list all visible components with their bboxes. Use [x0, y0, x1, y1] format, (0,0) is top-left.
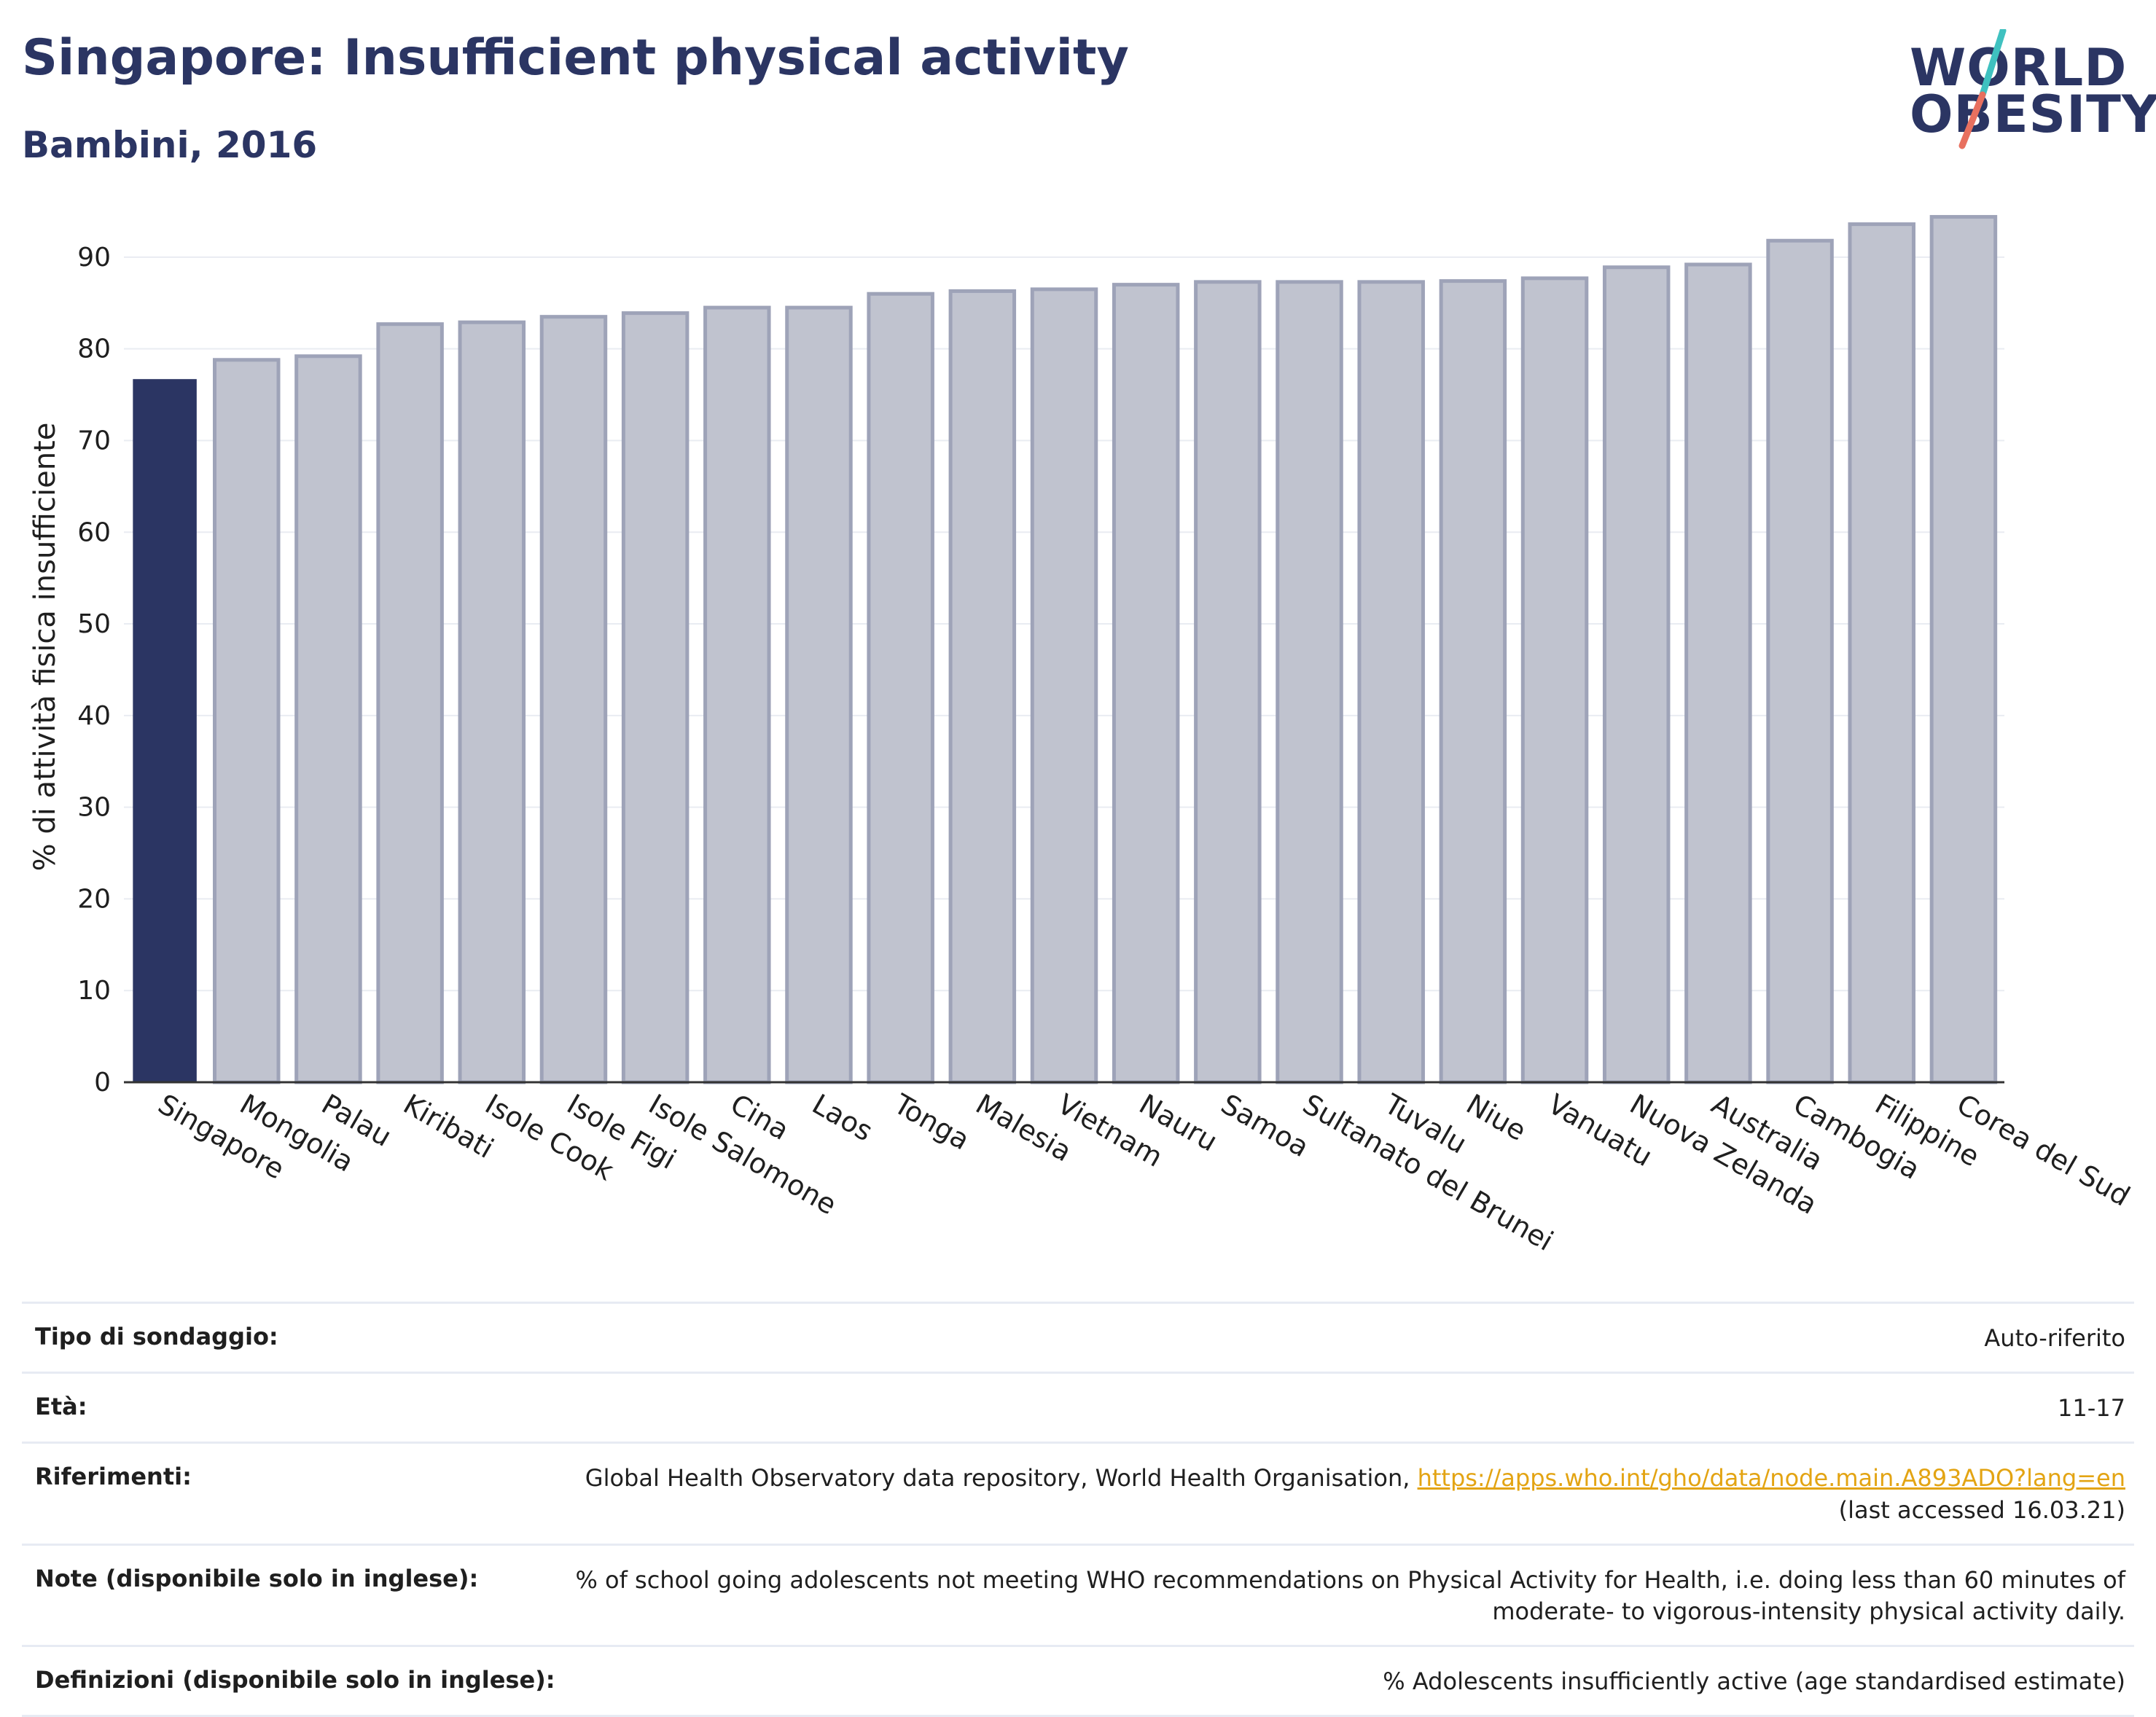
bar [1439, 279, 1507, 1084]
y-tick-label: 80 [77, 335, 111, 364]
bar-chart-svg: 0 10 20 30 40 50 60 70 80 90 % di attività fisica … [28, 215, 2136, 1257]
y-tick-label: 70 [77, 426, 111, 455]
age-row: Età: 11-17 [22, 1372, 2134, 1442]
bar [458, 320, 526, 1084]
x-tick-label: Niue [1461, 1088, 1531, 1147]
x-tick-label: Tonga [888, 1087, 975, 1156]
notes-label: Note (disponibile solo in inglese): [35, 1564, 479, 1592]
bar [1357, 280, 1425, 1084]
survey-type-value: Auto-riferito [1984, 1324, 2125, 1352]
definitions-row: Definizioni (disponibile solo in inglese… [22, 1645, 2134, 1717]
logo-line-2: OBESITY [1910, 85, 2156, 144]
definitions-label: Definizioni (disponibile solo in inglese… [35, 1666, 555, 1694]
chart-title: Singapore: Insufficient physical activit… [22, 29, 1129, 87]
y-tick-label: 40 [77, 701, 111, 731]
bar [1684, 262, 1752, 1084]
world-obesity-logo: WORLD OBESITY [1895, 29, 2156, 160]
y-tick-label: 60 [77, 517, 111, 547]
notes-row: Note (disponibile solo in inglese): % of… [22, 1543, 2134, 1645]
references-label: Riferimenti: [35, 1463, 192, 1491]
y-tick-label: 0 [94, 1068, 111, 1098]
bar [1766, 238, 1834, 1084]
x-tick-label: Kiribati [398, 1088, 499, 1165]
y-tick-label: 90 [77, 243, 111, 273]
metadata-table: Tipo di sondaggio: Auto-riferito Età: 11… [22, 1302, 2134, 1717]
y-tick-label: 30 [77, 793, 111, 823]
y-tick-label: 50 [77, 609, 111, 639]
references-value: Global Health Observatory data repositor… [585, 1463, 2134, 1525]
logo-line-1: WORLD [1910, 38, 2128, 98]
y-tick-label: 20 [77, 884, 111, 914]
bar [785, 305, 853, 1084]
bar [1276, 280, 1343, 1084]
bar [1520, 276, 1589, 1084]
references-row: Riferimenti: Global Health Observatory d… [22, 1442, 2134, 1543]
bar [539, 315, 608, 1084]
logo-stripe-icon [1958, 29, 2007, 149]
bar [703, 305, 771, 1084]
y-tick-label: 10 [77, 976, 111, 1006]
age-value: 11-17 [2058, 1394, 2125, 1423]
bar [1848, 222, 1915, 1084]
references-text: Global Health Observatory data repositor… [585, 1464, 1418, 1493]
bar [294, 354, 362, 1084]
bar-chart: 0 10 20 30 40 50 60 70 80 90 % di attività fisica … [0, 189, 2156, 1268]
survey-type-label: Tipo di sondaggio: [35, 1323, 278, 1350]
bar [1929, 215, 1998, 1084]
references-link[interactable]: https://apps.who.int/gho/data/node.main.… [1417, 1464, 2125, 1493]
bar [1194, 280, 1262, 1084]
bar [1112, 283, 1180, 1084]
bar [867, 292, 934, 1084]
bar [213, 358, 281, 1084]
chart-subtitle: Bambini, 2016 [22, 124, 318, 166]
bar [1030, 287, 1098, 1084]
notes-value: % of school going adolescents not meetin… [575, 1565, 2125, 1625]
y-axis-title: % di attività fisica insufficiente [28, 423, 62, 872]
x-tick-label: Samoa [1216, 1088, 1314, 1164]
bar [133, 379, 197, 1082]
survey-type-row: Tipo di sondaggio: Auto-riferito [22, 1302, 2134, 1372]
x-tick-label: Laos [807, 1088, 878, 1148]
bar [948, 289, 1017, 1084]
bar [1602, 265, 1671, 1084]
age-label: Età: [35, 1393, 87, 1421]
definitions-value: % Adolescents insufficiently active (age… [1383, 1667, 2125, 1696]
bar [376, 322, 444, 1084]
bar [621, 311, 690, 1084]
references-accessed: (last accessed 16.03.21) [1838, 1495, 2125, 1524]
